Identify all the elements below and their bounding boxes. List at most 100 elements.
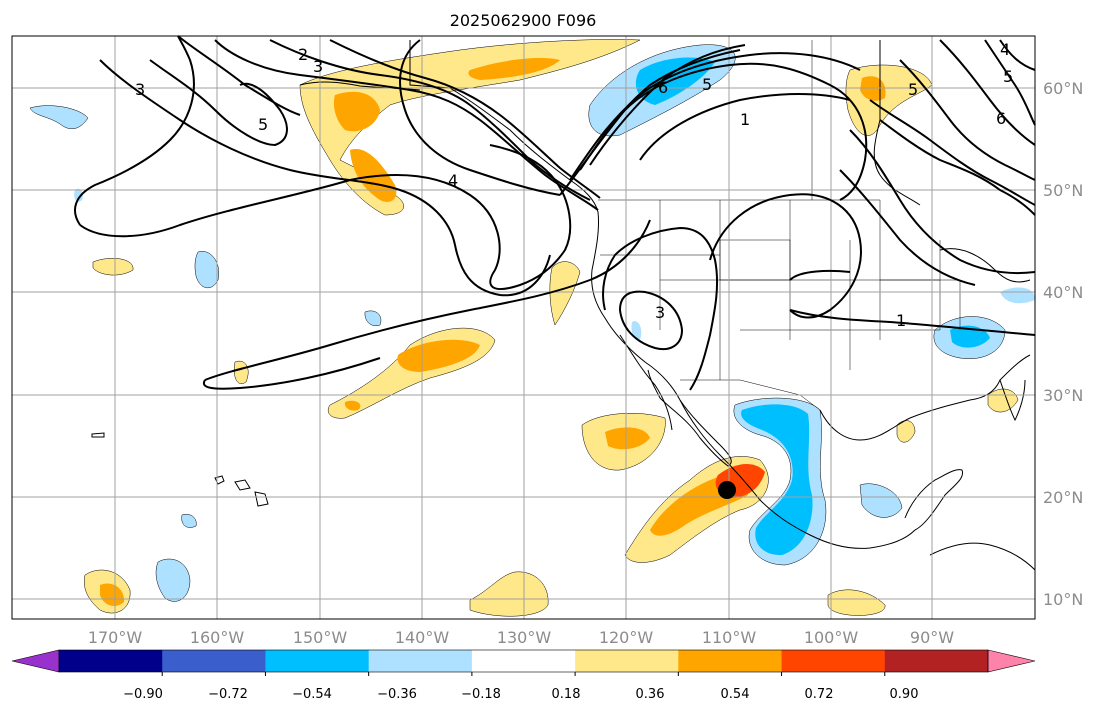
contour-line xyxy=(202,357,381,390)
negative-anomaly xyxy=(194,251,220,288)
colorbar-tick-label: 0.36 xyxy=(636,687,665,702)
state-boundary xyxy=(659,200,881,380)
positive-anomaly-strong xyxy=(860,76,886,101)
contour-line-5 xyxy=(149,59,288,147)
lon-tick-labels: 170°W 160°W 150°W 140°W 130°W 120°W 110°… xyxy=(88,628,954,647)
shading-layer xyxy=(29,39,1035,617)
negative-anomaly xyxy=(29,105,89,130)
colorbar-segment xyxy=(265,650,370,672)
positive-anomaly xyxy=(549,261,581,326)
west-coast xyxy=(409,40,732,467)
positive-anomaly-strong xyxy=(605,427,650,450)
contour-labels: 2 3 3 5 4 6 5 1 5 6 3 1 4 5 xyxy=(135,40,1013,330)
positive-anomaly-strong xyxy=(397,339,480,372)
contour-label: 6 xyxy=(996,109,1006,128)
map-border xyxy=(11,35,1036,620)
lat-tick: 20°N xyxy=(1043,488,1083,507)
contour-label: 3 xyxy=(655,303,665,322)
negative-anomaly-strong xyxy=(635,57,715,105)
lon-tick: 160°W xyxy=(190,628,245,647)
storm-center-marker xyxy=(718,481,736,499)
colorbar-tick-label: 0.72 xyxy=(805,687,834,702)
florida-coast xyxy=(999,379,1026,422)
colorbar-segment xyxy=(575,650,679,672)
contour-label: 4 xyxy=(448,171,458,190)
lat-tick: 10°N xyxy=(1043,590,1083,609)
yucatan-coast xyxy=(904,469,964,531)
lat-tick: 30°N xyxy=(1043,386,1083,405)
lat-tick: 60°N xyxy=(1043,79,1083,98)
contour-label: 3 xyxy=(313,57,323,76)
negative-anomaly xyxy=(1000,287,1035,304)
colorbar-extend-high xyxy=(987,649,1036,673)
contour-line xyxy=(639,93,851,161)
lon-tick: 90°W xyxy=(910,628,954,647)
colorbar-tick-label: −0.36 xyxy=(377,687,417,702)
hawaii-island xyxy=(254,491,269,507)
colorbar-segment xyxy=(781,650,886,672)
central-america-coast xyxy=(929,542,1036,571)
hudson-coast xyxy=(873,40,921,206)
negative-anomaly xyxy=(181,514,197,528)
contour-line xyxy=(899,59,1036,181)
mexico-coast xyxy=(679,399,916,549)
colorbar-tick-label: −0.90 xyxy=(123,687,163,702)
contour-line xyxy=(709,193,862,319)
positive-anomaly-strong xyxy=(333,91,380,132)
positive-anomaly xyxy=(234,360,249,384)
colorbar-border xyxy=(58,649,989,673)
contour-line xyxy=(789,269,851,281)
contour-line-4 xyxy=(79,144,572,290)
colorbar-segment xyxy=(471,650,576,672)
colorbar-segment xyxy=(59,650,163,672)
contour-line xyxy=(839,169,976,286)
contour-label: 6 xyxy=(658,78,668,97)
colorbar-tick-label: 0.90 xyxy=(890,687,919,702)
contour-line xyxy=(399,39,561,196)
baja-coast xyxy=(619,334,673,431)
negative-anomaly xyxy=(859,483,903,518)
contour-line-3 xyxy=(618,290,684,350)
lat-tick: 50°N xyxy=(1043,181,1083,200)
negative-anomaly xyxy=(74,188,83,202)
colorbar-segment xyxy=(368,650,473,672)
great-lakes xyxy=(939,248,1031,283)
lon-tick: 120°W xyxy=(599,628,654,647)
contour-line-5 xyxy=(589,44,746,166)
positive-anomaly-strong xyxy=(344,400,361,411)
contour-line xyxy=(569,52,861,181)
us-mexico-border xyxy=(680,379,821,411)
contour-line xyxy=(329,39,601,199)
colorbar-segment xyxy=(678,650,783,672)
negative-anomaly-strong xyxy=(741,404,813,556)
contour-label: 5 xyxy=(702,75,712,94)
contour-line xyxy=(214,39,599,211)
contour-label: 3 xyxy=(135,80,145,99)
contour-line-5 xyxy=(999,39,1036,71)
lat-tick: 40°N xyxy=(1043,283,1083,302)
positive-anomaly-strong xyxy=(468,58,560,80)
contour-line-6 xyxy=(984,39,1036,126)
lon-tick: 170°W xyxy=(88,628,143,647)
positive-anomaly xyxy=(299,39,641,216)
contour-line-6 xyxy=(579,49,741,171)
lon-tick: 140°W xyxy=(395,628,450,647)
lon-tick: 150°W xyxy=(293,628,348,647)
colorbar-tick-label: −0.18 xyxy=(461,687,501,702)
contour-label: 2 xyxy=(298,45,308,64)
colorbar-tick-label: −0.54 xyxy=(292,687,332,702)
contour-line xyxy=(177,35,301,116)
colorbar-tick-label: 0.54 xyxy=(721,687,750,702)
contour-line xyxy=(939,39,1036,146)
positive-anomaly xyxy=(827,589,886,616)
island xyxy=(91,432,105,438)
negative-anomaly xyxy=(364,310,382,326)
positive-anomaly-strong xyxy=(100,583,125,606)
colorbar xyxy=(11,649,1036,676)
positive-anomaly xyxy=(92,258,134,276)
contour-line xyxy=(99,59,551,297)
contour-label: 1 xyxy=(896,311,906,330)
contour-lines xyxy=(74,35,1036,391)
contour-label: 1 xyxy=(740,110,750,129)
